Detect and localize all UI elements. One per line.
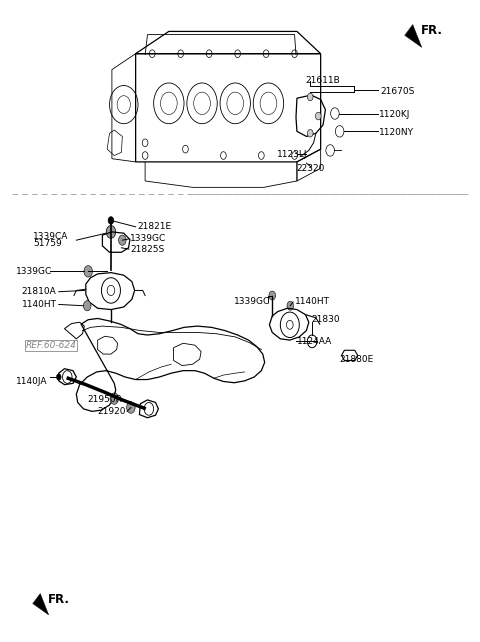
Text: 21810A: 21810A <box>22 287 57 296</box>
Circle shape <box>119 235 126 245</box>
Circle shape <box>110 393 119 404</box>
Circle shape <box>56 374 61 380</box>
Circle shape <box>127 402 135 413</box>
Text: 1140HT: 1140HT <box>22 300 57 309</box>
Text: 1140JA: 1140JA <box>16 377 48 386</box>
Text: REF.60-624: REF.60-624 <box>25 341 76 350</box>
Text: 1339GC: 1339GC <box>130 234 166 243</box>
Text: 1339GC: 1339GC <box>234 297 271 306</box>
Circle shape <box>315 112 321 120</box>
Text: 21950R: 21950R <box>87 395 122 404</box>
Circle shape <box>108 216 114 224</box>
Text: 21821E: 21821E <box>137 222 171 231</box>
Text: 21670S: 21670S <box>380 87 414 96</box>
Text: 21825S: 21825S <box>130 245 164 254</box>
Circle shape <box>269 291 276 300</box>
Polygon shape <box>405 24 422 48</box>
Text: 21830: 21830 <box>311 315 340 324</box>
Circle shape <box>84 300 91 311</box>
Text: 51759: 51759 <box>33 239 62 248</box>
Polygon shape <box>33 593 48 615</box>
Text: 21880E: 21880E <box>340 354 374 363</box>
Text: 21920: 21920 <box>97 407 126 416</box>
Text: 21611B: 21611B <box>305 76 340 85</box>
Text: FR.: FR. <box>421 24 443 37</box>
Text: 1339GC: 1339GC <box>16 267 52 276</box>
Text: FR.: FR. <box>48 593 70 606</box>
Circle shape <box>307 130 313 137</box>
Circle shape <box>84 266 93 277</box>
Text: 1140HT: 1140HT <box>295 297 330 306</box>
Text: 1124AA: 1124AA <box>297 337 332 346</box>
Circle shape <box>287 301 294 310</box>
Text: 1339CA: 1339CA <box>33 232 69 241</box>
Circle shape <box>307 93 313 101</box>
Text: 1123LJ: 1123LJ <box>277 150 308 159</box>
Circle shape <box>106 225 116 238</box>
Text: 22320: 22320 <box>296 164 324 173</box>
Text: 1120NY: 1120NY <box>379 128 414 137</box>
Text: 1120KJ: 1120KJ <box>379 110 410 119</box>
